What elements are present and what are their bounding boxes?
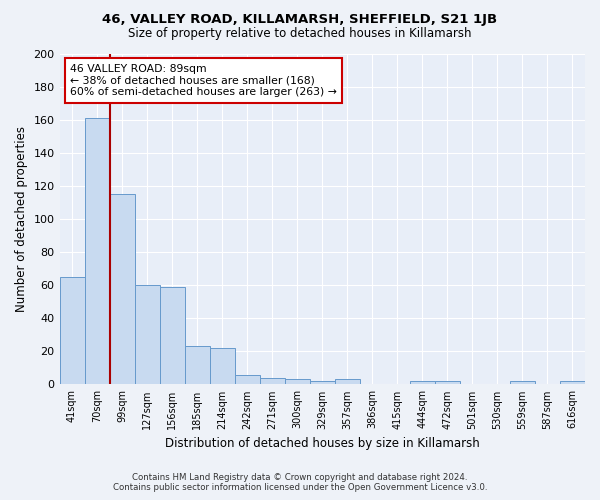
Text: 46, VALLEY ROAD, KILLAMARSH, SHEFFIELD, S21 1JB: 46, VALLEY ROAD, KILLAMARSH, SHEFFIELD, … — [103, 12, 497, 26]
Text: Contains HM Land Registry data © Crown copyright and database right 2024.
Contai: Contains HM Land Registry data © Crown c… — [113, 473, 487, 492]
Bar — [510, 381, 535, 384]
Bar — [435, 381, 460, 384]
Bar — [285, 380, 310, 384]
Bar — [260, 378, 285, 384]
Bar — [59, 277, 85, 384]
Text: 46 VALLEY ROAD: 89sqm
← 38% of detached houses are smaller (168)
60% of semi-det: 46 VALLEY ROAD: 89sqm ← 38% of detached … — [70, 64, 337, 97]
Bar — [209, 348, 235, 385]
Bar — [185, 346, 209, 385]
Bar — [310, 381, 335, 384]
Bar — [134, 286, 160, 384]
Text: Size of property relative to detached houses in Killamarsh: Size of property relative to detached ho… — [128, 28, 472, 40]
Bar — [410, 381, 435, 384]
Bar — [235, 374, 260, 384]
Y-axis label: Number of detached properties: Number of detached properties — [15, 126, 28, 312]
Bar — [110, 194, 134, 384]
Bar — [85, 118, 110, 384]
Bar — [335, 380, 360, 384]
Bar — [160, 287, 185, 384]
X-axis label: Distribution of detached houses by size in Killamarsh: Distribution of detached houses by size … — [165, 437, 479, 450]
Bar — [560, 381, 585, 384]
